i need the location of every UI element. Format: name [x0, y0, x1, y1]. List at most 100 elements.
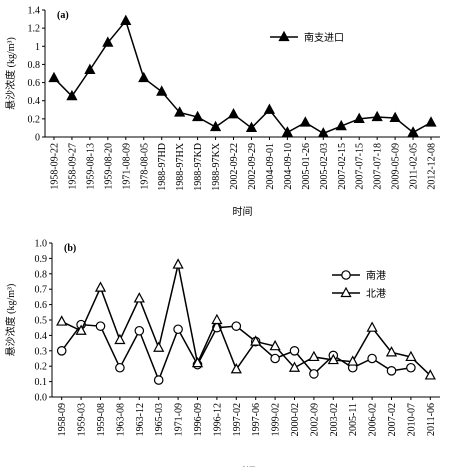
y-tick-label: 0.2 [28, 114, 41, 125]
point [94, 281, 107, 292]
point [66, 89, 78, 101]
y-tick-label: 0 [35, 133, 40, 144]
y-tick-label: 0.3 [35, 346, 48, 357]
y-tick-label: 0.4 [35, 331, 48, 342]
point [231, 321, 242, 331]
point [309, 369, 319, 379]
x-tick-label: 2002-09-29 [247, 143, 258, 190]
y-tick-label: 0.1 [35, 377, 48, 388]
x-tick-label: 1988-97KD [193, 143, 204, 191]
x-tick-label: 1988-97KX [211, 142, 222, 191]
y-tick-label: 0.4 [28, 96, 41, 107]
point [75, 324, 87, 335]
point [327, 353, 339, 365]
y-tick-label: 0.6 [35, 300, 48, 311]
point [347, 355, 359, 366]
x-tick-label: 2005-02-03 [319, 143, 330, 190]
y-tick-label: 0.8 [28, 60, 41, 71]
x-tick-label: 1958-09-27 [67, 143, 78, 190]
y-tick-label: 0.0 [35, 393, 48, 404]
legend-label: 南支进口 [304, 31, 344, 44]
point [84, 63, 96, 74]
point [425, 116, 437, 127]
x-tick-label: 2004-09-01 [265, 143, 276, 190]
point [250, 335, 262, 346]
point [227, 108, 240, 119]
point [133, 292, 145, 303]
x-tick-label: 2006-02 [368, 403, 379, 436]
x-tick-label: 1999-02 [271, 403, 282, 436]
x-axis-label: 时间 [233, 205, 253, 218]
x-tick-label: 2007-07-18 [373, 143, 384, 190]
x-tick-label: 1988-97HD [157, 143, 168, 191]
point [366, 321, 378, 332]
point [406, 362, 416, 373]
x-tick-label: 1997-06 [251, 403, 262, 436]
x-tick-label: 2000-02 [290, 403, 301, 436]
x-tick-label: 1963-12 [135, 403, 146, 436]
legend-label: 南港 [366, 269, 386, 282]
y-tick-label: 0.9 [35, 254, 48, 265]
x-tick-label: 2007-07-15 [355, 143, 366, 190]
y-tick-label: 0.8 [35, 269, 48, 280]
point [263, 103, 276, 114]
point [407, 126, 419, 137]
y-axis-label: 悬沙浓度 (kg/m³) [4, 284, 17, 357]
x-tick-label: 2004-09-10 [283, 143, 294, 190]
point [335, 119, 347, 131]
point [288, 361, 301, 372]
y-tick-label: 1 [35, 42, 40, 53]
x-tick-label: 2003-02 [329, 403, 340, 436]
legend-label: 北港 [366, 288, 386, 300]
point [371, 110, 383, 122]
point [405, 350, 417, 362]
point [95, 321, 106, 331]
y-tick-label: 0.2 [35, 362, 48, 373]
legend-marker [340, 286, 352, 298]
x-tick-label: 2007-02 [387, 403, 398, 436]
x-tick-label: 1963-08 [115, 403, 126, 436]
point [353, 112, 365, 123]
point [153, 341, 165, 352]
x-tick-label: 2007-02-15 [337, 143, 348, 190]
y-tick-label: 1.4 [28, 6, 41, 17]
x-tick-label: 2009-05-09 [391, 143, 402, 190]
series-line [53, 19, 432, 135]
point [424, 369, 436, 380]
x-tick-label: 2010-07 [406, 403, 417, 436]
y-tick-label: 0.5 [35, 316, 48, 327]
point [173, 324, 183, 335]
point [367, 353, 377, 364]
point [174, 106, 186, 117]
point [386, 366, 397, 376]
x-tick-label: 1971-08-09 [121, 143, 132, 190]
x-tick-label: 1988-97HX [175, 142, 186, 191]
x-tick-label: 2002-09-22 [229, 143, 240, 190]
series-line [61, 264, 431, 376]
x-tick-label: 2011-06 [426, 403, 437, 436]
x-tick-label: 1958-09 [57, 403, 68, 436]
x-tick-label: 1965-03 [154, 403, 165, 436]
legend-marker [278, 30, 290, 42]
point [281, 126, 293, 137]
point [299, 116, 311, 127]
point [245, 121, 258, 133]
x-tick-label: 1959-08 [96, 403, 107, 436]
y-tick-label: 0.6 [28, 78, 41, 89]
point [270, 353, 280, 364]
point [191, 356, 204, 368]
x-tick-label: 1997-02 [232, 403, 243, 436]
panel-label: (a) [57, 10, 69, 21]
point [211, 313, 223, 325]
x-tick-label: 2005-11 [348, 403, 359, 436]
x-tick-label: 1978-08-05 [139, 143, 150, 190]
point [317, 127, 329, 138]
point [269, 339, 281, 351]
point [56, 315, 68, 326]
point [172, 258, 184, 269]
x-tick-label: 2002-09 [309, 403, 320, 436]
x-tick-label: 2011-02-05 [409, 143, 420, 189]
point [153, 375, 164, 385]
x-tick-label: 1959-08-13 [85, 143, 96, 190]
